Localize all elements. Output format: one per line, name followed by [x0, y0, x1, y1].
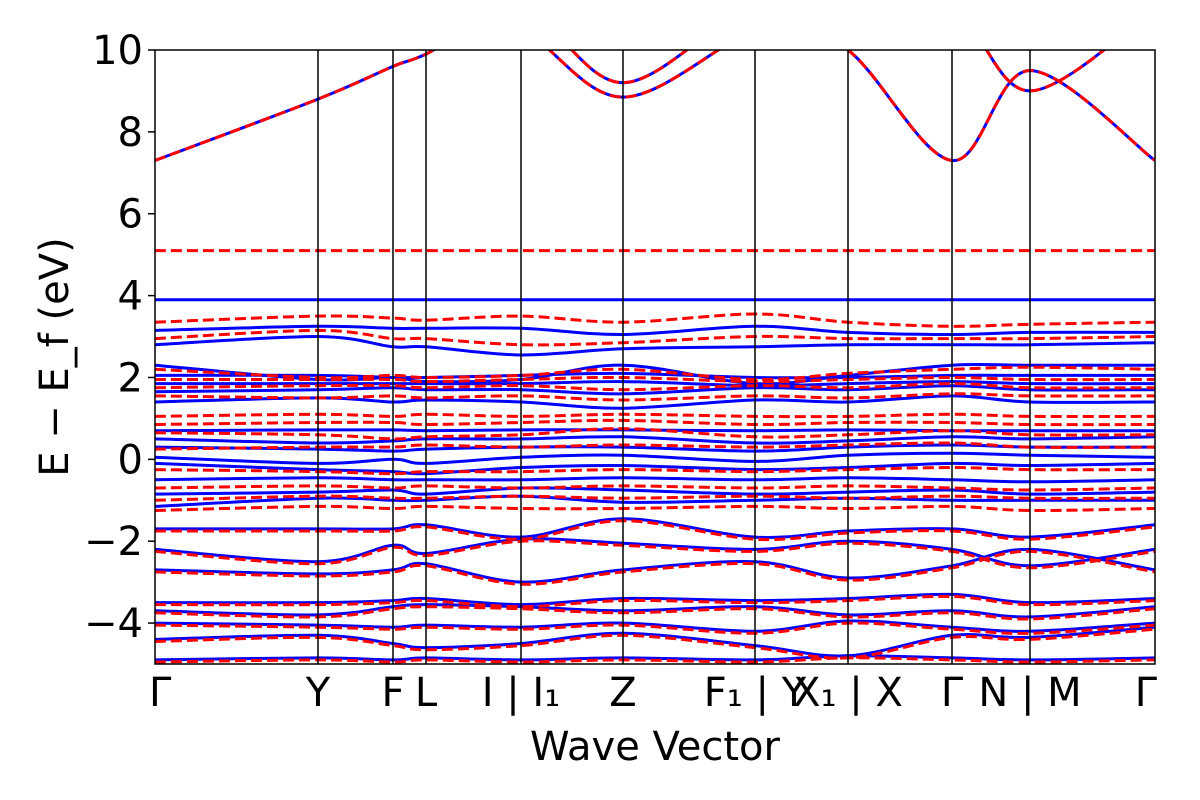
solid-band-0 [155, 654, 1155, 662]
dashed-band-10 [155, 484, 1155, 492]
dashed-band-2 [155, 621, 1155, 635]
x-tick-label: Γ [149, 670, 172, 716]
dashed-band-14 [155, 418, 1155, 427]
solid-band-9 [155, 486, 1155, 496]
dashed-band-11 [155, 465, 1155, 476]
dashed-band-23 [155, 50, 1155, 163]
k-point-lines [317, 50, 1031, 664]
solid-band-10 [155, 476, 1155, 484]
x-tick-label: Z [609, 670, 636, 716]
y-tick-label: −4 [84, 601, 143, 647]
dashed-band-9 [155, 494, 1155, 502]
y-tick-label: 4 [118, 274, 143, 320]
solid-band-14 [155, 435, 1155, 445]
dashed-band-4 [155, 594, 1155, 609]
x-tick-label: F₁ | Y [704, 670, 807, 716]
dashed-band-19 [155, 365, 1155, 382]
dashed-band-16 [155, 392, 1155, 402]
dashed-band-3 [155, 605, 1155, 621]
dashed-band-18 [155, 375, 1155, 384]
dashed-band-21 [155, 312, 1155, 328]
solid-band-16 [155, 394, 1155, 410]
x-tick-label: F [381, 670, 404, 716]
y-tick-label: 6 [118, 192, 143, 238]
dashed-band-7 [155, 519, 1155, 542]
solid-band-11 [155, 461, 1155, 476]
x-tick-label: N | M [978, 670, 1081, 716]
dashed-band-0 [155, 656, 1155, 664]
dashed-band-20 [155, 328, 1155, 347]
dashed-band-12 [155, 441, 1155, 451]
dashed-band-15 [155, 412, 1155, 419]
solid-band-21 [155, 334, 1155, 357]
dashed-band-24 [547, 50, 1107, 99]
dashed-band-5 [155, 549, 1155, 586]
dashed-band-13 [155, 427, 1155, 441]
y-tick-label: 8 [118, 110, 143, 156]
solid-band-12 [155, 451, 1155, 465]
y-tick-label: 2 [118, 355, 143, 401]
solid-band-18 [155, 380, 1155, 388]
x-tick-label: Γ [941, 670, 964, 716]
y-tick-label: −2 [84, 519, 143, 565]
solid-band-8 [155, 494, 1155, 508]
y-axis-title: E − E_f (eV) [32, 237, 78, 476]
plot-frame [154, 49, 1156, 665]
y-tick-label: 0 [118, 437, 143, 483]
solid-band-6 [155, 537, 1155, 568]
dashed-band-6 [155, 539, 1155, 570]
y-tick-label: 10 [92, 28, 143, 74]
solid-band-17 [155, 384, 1155, 396]
x-tick-label: Y [305, 670, 331, 716]
y-axis-ticks: −4 −2 0 2 4 6 8 10 [84, 28, 155, 647]
solid-band-22 [155, 324, 1155, 337]
solid-band-24 [155, 50, 1155, 163]
dashed-band-1 [155, 627, 1155, 660]
x-axis-title: Wave Vector [530, 724, 781, 770]
solid-band-4 [155, 592, 1155, 607]
dashed-band-17 [155, 382, 1155, 392]
bands-layer [155, 50, 1155, 664]
x-tick-label: X₁ | X [793, 670, 903, 716]
solid-band-2 [155, 619, 1155, 633]
solid-band-7 [155, 517, 1155, 539]
x-tick-label: L [415, 670, 438, 716]
solid-band-3 [155, 603, 1155, 619]
x-tick-label: I | I₁ [482, 670, 561, 716]
solid-band-1 [155, 625, 1155, 658]
x-tick-label: Γ [1135, 670, 1158, 716]
dashed-band-8 [155, 504, 1155, 513]
